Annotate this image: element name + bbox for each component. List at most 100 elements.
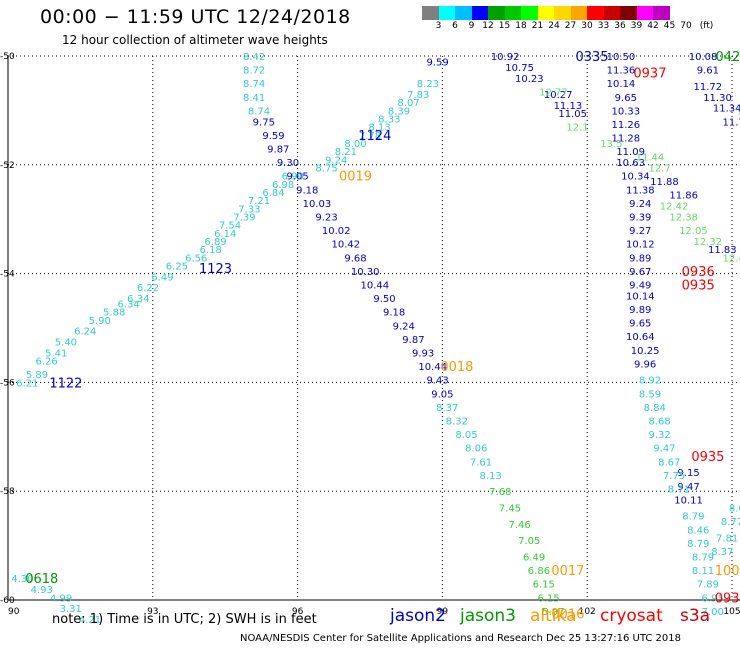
data-point-label: 11.34 <box>713 104 740 115</box>
data-point-label: 10.23 <box>515 74 544 85</box>
pass-label: 0016 <box>551 608 584 623</box>
data-point-label: 8.37 <box>436 403 458 414</box>
data-point-label: 7.39 <box>233 212 255 223</box>
data-point-label: 11.83 <box>708 245 737 256</box>
data-point-label: 7.00 <box>702 607 724 618</box>
legend-jason3: jason3 <box>460 606 516 626</box>
data-point-label: 9.49 <box>629 280 651 291</box>
data-point-label: 10.92 <box>491 52 520 63</box>
colorbar-label: 3 <box>435 21 442 31</box>
data-point-label: 5.41 <box>45 348 67 359</box>
data-point-label: 7.21 <box>248 196 270 207</box>
data-point-label: 10.12 <box>626 240 655 251</box>
data-point-label: 12.26 <box>737 106 740 117</box>
data-point-label: 9.47 <box>653 444 675 455</box>
data-point-label: 5.40 <box>55 338 77 349</box>
colorbar-label: 6 <box>452 21 458 31</box>
data-point-label: 11.88 <box>650 177 679 188</box>
colorbar-label: 9 <box>468 21 475 31</box>
data-point-label: 9.24 <box>325 155 347 166</box>
data-point-label: 10.03 <box>303 199 332 210</box>
page-subtitle: 12 hour collection of altimeter wave hei… <box>62 33 328 47</box>
data-point-label: 11.72 <box>694 82 723 93</box>
colorbar-swatch <box>587 6 604 20</box>
data-point-label: 9.87 <box>402 335 424 346</box>
data-point-label: 10.14 <box>626 291 655 302</box>
data-point-label: 11.30 <box>703 93 732 104</box>
pass-label: 0935 <box>691 450 724 465</box>
data-point-label: 4.93 <box>31 585 53 596</box>
data-point-label: 7.81 <box>716 533 738 544</box>
data-point-label: 7.83 <box>407 90 429 101</box>
data-point-label: 9.65 <box>615 93 637 104</box>
x-tick-label: 102 <box>579 607 596 617</box>
data-point-label: 12.1 <box>566 123 588 134</box>
data-point-label: 7.05 <box>518 536 540 547</box>
data-point-label: 8.05 <box>455 430 477 441</box>
data-point-label: 8.00 <box>344 139 366 150</box>
data-point-label: 8.72 <box>243 66 265 77</box>
data-point-label: 8.11 <box>692 566 714 577</box>
pass-label: 100 <box>715 564 740 579</box>
colorbar-swatch <box>422 6 439 20</box>
colorbar-label: 45 <box>663 21 676 31</box>
data-point-label: 8.39 <box>388 106 410 117</box>
data-point-label: 9.30 <box>277 158 299 169</box>
data-point-label: 12.7 <box>648 164 670 175</box>
data-point-label: 7.68 <box>489 487 511 498</box>
data-point-label: 10.42 <box>332 240 361 251</box>
data-point-label: 10.11 <box>674 495 703 506</box>
data-point-label: 12.49 <box>723 253 740 264</box>
data-point-label: 11.13 <box>554 101 583 112</box>
data-point-label: 9.67 <box>629 267 651 278</box>
data-point-label: 7.61 <box>470 457 492 468</box>
data-point-label: 7.89 <box>697 580 719 591</box>
colorbar-swatch <box>636 6 653 20</box>
data-point-label: 9.87 <box>267 144 289 155</box>
data-point-label: 8.84 <box>644 403 666 414</box>
data-point-label: 8.42 <box>243 52 265 63</box>
y-tick-label: -52 <box>0 161 15 171</box>
data-point-label: 9.32 <box>648 430 670 441</box>
data-point-label: 6.24 <box>74 327 96 338</box>
data-point-label: 9.68 <box>344 253 366 264</box>
colorbar-label: 18 <box>515 21 527 31</box>
pass-label: 0335 <box>575 50 608 65</box>
data-point-label: 6.89 <box>204 237 226 248</box>
pass-label: 0017 <box>551 564 584 579</box>
x-tick-label: 99 <box>437 607 449 617</box>
data-point-label: 10.25 <box>631 346 660 357</box>
pass-label: 093 <box>715 591 740 606</box>
colorbar-swatch <box>603 6 620 20</box>
data-point-label: 6.56 <box>185 253 207 264</box>
data-point-label: 10.34 <box>621 172 650 183</box>
legend-jason2: jason2 <box>390 606 446 626</box>
data-point-label: 8.23 <box>417 79 439 90</box>
data-point-label: 10.08 <box>689 52 718 63</box>
data-point-label: 8.21 <box>335 147 357 158</box>
data-point-label: 6.25 <box>166 261 188 272</box>
data-point-label: 8.74 <box>248 106 270 117</box>
data-point-label: 12.42 <box>660 202 689 213</box>
colorbar-label: 70 <box>680 21 692 31</box>
data-point-label: 9.05 <box>431 389 453 400</box>
data-point-label: 13.5 <box>600 139 622 150</box>
data-point-label: 9.75 <box>253 117 275 128</box>
colorbar-swatch <box>471 6 488 20</box>
data-point-label: 9.18 <box>296 185 318 196</box>
colorbar-label: 42 <box>647 21 659 31</box>
data-point-label: 8.59 <box>639 389 661 400</box>
data-point-label: 8.13 <box>480 471 502 482</box>
y-tick-label: -60 <box>0 596 15 606</box>
data-point-label: 9.61 <box>697 66 719 77</box>
data-point-label: 8.6 <box>729 504 740 515</box>
data-point-label: 12.77 <box>539 87 568 98</box>
pass-label: 1122 <box>49 376 82 391</box>
data-point-label: 9.59 <box>262 131 284 142</box>
data-point-label: 9.18 <box>383 308 405 319</box>
colorbar-swatch <box>554 6 571 20</box>
page-title: 00:00 − 11:59 UTC 12/24/2018 <box>40 6 351 28</box>
data-point-label: 7.45 <box>499 504 521 515</box>
data-point-label: 10.63 <box>616 158 645 169</box>
data-point-label: 10.14 <box>607 79 636 90</box>
